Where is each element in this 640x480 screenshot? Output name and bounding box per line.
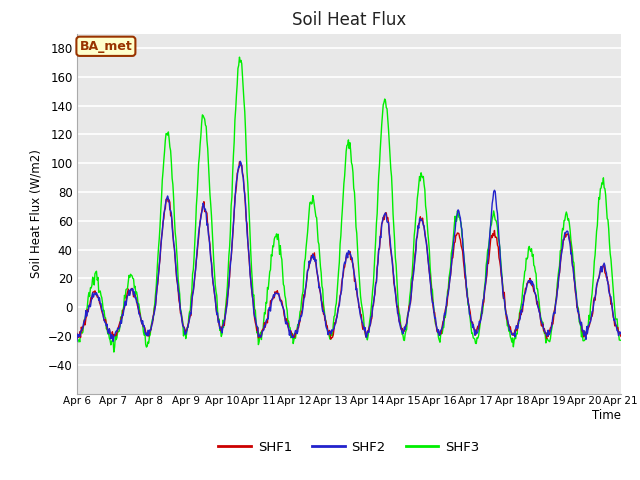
Title: Soil Heat Flux: Soil Heat Flux bbox=[292, 11, 406, 29]
Text: BA_met: BA_met bbox=[79, 40, 132, 53]
X-axis label: Time: Time bbox=[592, 409, 621, 422]
Y-axis label: Soil Heat Flux (W/m2): Soil Heat Flux (W/m2) bbox=[29, 149, 42, 278]
Legend: SHF1, SHF2, SHF3: SHF1, SHF2, SHF3 bbox=[213, 435, 484, 459]
